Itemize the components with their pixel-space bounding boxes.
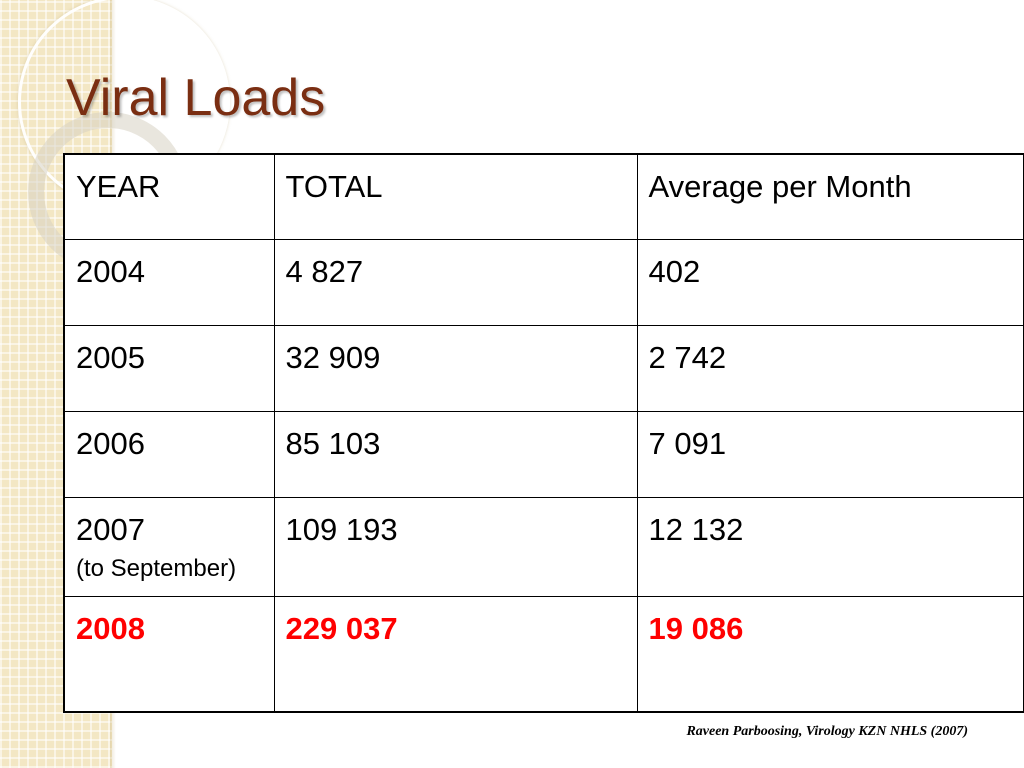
total-cell: 32 909 <box>273 325 638 412</box>
year-cell: 2004 <box>63 239 275 326</box>
table-row: 2005 32 909 2 742 <box>63 325 1024 412</box>
table-row: 2006 85 103 7 091 <box>63 411 1024 498</box>
table-header-row: YEAR TOTAL Average per Month <box>63 153 1024 240</box>
average-cell: 12 132 <box>636 497 1024 597</box>
table-row: 2007 (to September) 109 193 12 132 <box>63 497 1024 597</box>
total-cell: 85 103 <box>273 411 638 498</box>
average-cell: 7 091 <box>636 411 1024 498</box>
slide-title: Viral Loads <box>66 69 326 127</box>
total-cell: 4 827 <box>273 239 638 326</box>
year-value: 2007 <box>76 512 145 547</box>
header-total: TOTAL <box>273 153 638 240</box>
year-cell: 2007 (to September) <box>63 497 275 597</box>
year-note: (to September) <box>76 555 237 582</box>
year-cell: 2006 <box>63 411 275 498</box>
average-cell: 19 086 <box>636 596 1024 713</box>
header-year: YEAR <box>63 153 275 240</box>
average-cell: 402 <box>636 239 1024 326</box>
year-cell: 2005 <box>63 325 275 412</box>
viral-loads-table: YEAR TOTAL Average per Month 2004 4 827 … <box>63 153 1024 713</box>
total-cell: 109 193 <box>273 497 638 597</box>
average-cell: 2 742 <box>636 325 1024 412</box>
header-average-per-month: Average per Month <box>636 153 1024 240</box>
total-cell: 229 037 <box>273 596 638 713</box>
source-footnote: Raveen Parboosing, Virology KZN NHLS (20… <box>686 724 968 739</box>
table-row-highlighted: 2008 229 037 19 086 <box>63 596 1024 713</box>
year-cell: 2008 <box>63 596 275 713</box>
table-row: 2004 4 827 402 <box>63 239 1024 326</box>
